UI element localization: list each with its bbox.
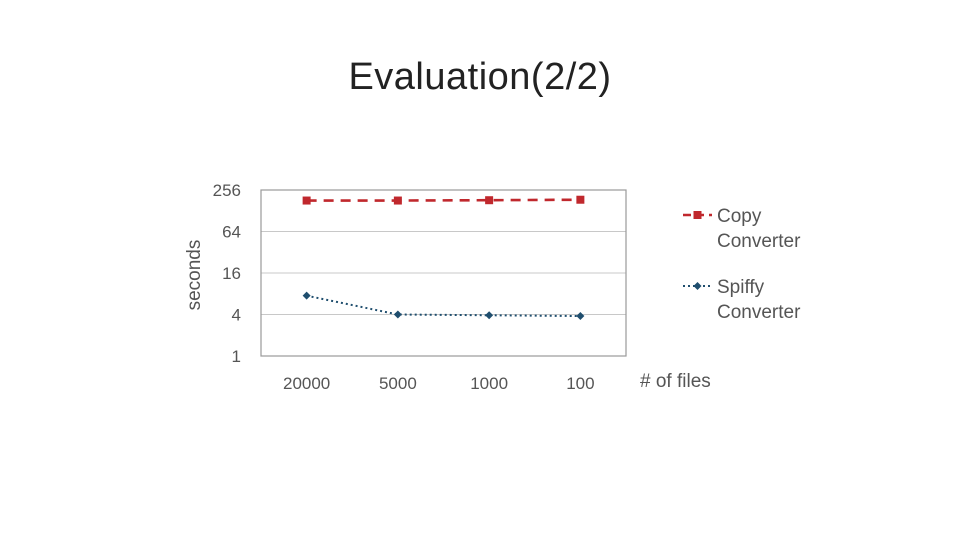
series-1 bbox=[302, 291, 585, 321]
data-point bbox=[576, 195, 585, 204]
series-line bbox=[306, 294, 581, 318]
data-point bbox=[393, 196, 402, 205]
y-axis-title: seconds bbox=[184, 240, 205, 311]
y-tick-label: 64 bbox=[222, 223, 241, 242]
y-tick-label: 4 bbox=[232, 306, 241, 325]
x-tick-label: 100 bbox=[566, 374, 594, 393]
data-point bbox=[393, 310, 402, 319]
legend-marker bbox=[693, 211, 702, 219]
legend-marker bbox=[693, 282, 702, 290]
plot-area-frame bbox=[260, 189, 627, 357]
legend-item-0: Copy Converter bbox=[683, 206, 801, 252]
slide-title: Evaluation(2/2) bbox=[348, 56, 612, 98]
legend-item-1: Spiffy Converter bbox=[683, 277, 801, 323]
legend: Copy Converter Spiffy Converter bbox=[683, 206, 801, 323]
data-point bbox=[485, 196, 494, 205]
data-point bbox=[576, 312, 585, 321]
x-tick-label: 1000 bbox=[470, 374, 508, 393]
series-line bbox=[306, 198, 581, 202]
y-axis-ticks: 1 4 16 64 256 bbox=[213, 181, 241, 366]
x-axis-title: # of files bbox=[640, 371, 711, 392]
series-0 bbox=[302, 195, 585, 205]
grid-lines bbox=[261, 189, 626, 357]
x-axis-ticks: 20000 5000 1000 100 bbox=[283, 374, 595, 393]
data-point bbox=[302, 196, 311, 205]
y-tick-label: 16 bbox=[222, 264, 241, 283]
data-point bbox=[485, 311, 494, 320]
y-tick-label: 1 bbox=[232, 347, 241, 366]
x-tick-label: 5000 bbox=[379, 374, 417, 393]
y-tick-label: 256 bbox=[213, 181, 241, 200]
x-tick-label: 20000 bbox=[283, 374, 330, 393]
legend-label: Spiffy Converter bbox=[717, 277, 801, 323]
series-group bbox=[302, 195, 585, 321]
data-point bbox=[302, 291, 311, 300]
legend-label: Copy Converter bbox=[717, 206, 801, 252]
